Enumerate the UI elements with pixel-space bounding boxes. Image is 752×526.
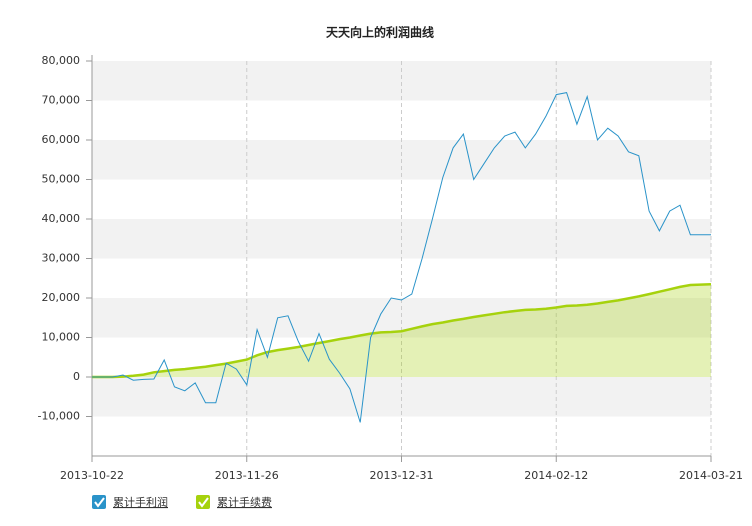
y-tick-label: 40,000 [42,212,81,225]
grid-band [92,377,711,417]
legend-label[interactable]: 累计手利润 [113,495,168,509]
legend-checkbox[interactable] [92,495,106,509]
y-tick-label: -10,000 [38,410,80,423]
line [92,92,711,423]
x-tick-label: 2013-11-26 [215,469,279,482]
legend-label[interactable]: 累计手续费 [217,495,272,509]
legend-checkbox[interactable] [196,495,210,509]
y-tick-label: 70,000 [42,94,81,107]
grid-band [92,61,711,101]
legend-check[interactable] [198,497,209,508]
line [92,282,712,379]
x-tick-label: 2013-12-31 [370,469,434,482]
y-tick-label: 80,000 [42,54,81,67]
y-tick-label: 60,000 [42,133,81,146]
chart-title: 天天向上的利润曲线 [326,25,434,40]
x-tick-label: 2014-03-21 [679,469,743,482]
y-tick-label: 0 [73,370,80,383]
legend-check[interactable] [94,497,105,508]
y-tick-label: 20,000 [42,291,81,304]
area [92,284,711,377]
x-tick-label: 2014-02-12 [524,469,588,482]
y-tick-label: 10,000 [42,331,81,344]
y-tick-label: 50,000 [42,173,81,186]
y-tick-label: 30,000 [42,252,81,265]
x-tick-label: 2013-10-22 [60,469,124,482]
